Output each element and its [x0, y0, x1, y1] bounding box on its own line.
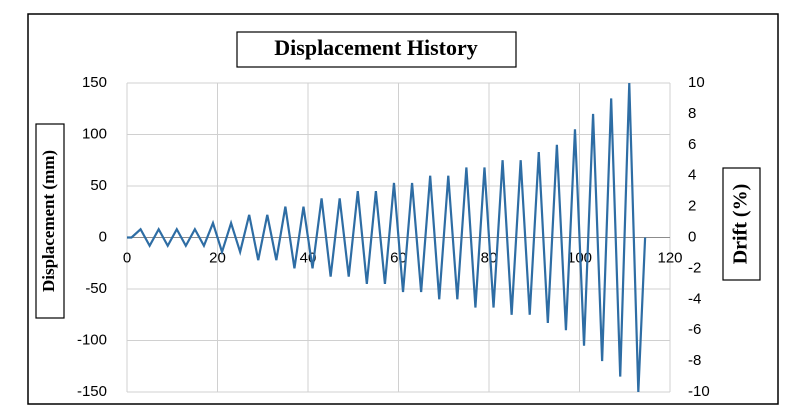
- x-tick-label: 120: [657, 249, 682, 266]
- y2-tick-label: -4: [688, 290, 701, 307]
- y2-tick-label: -2: [688, 259, 701, 276]
- chart-title: Displacement History: [274, 35, 477, 60]
- y2-tick-label: -8: [688, 352, 701, 369]
- y-tick-label: 150: [82, 74, 107, 91]
- y-label-box: [35, 123, 65, 319]
- y2-label-box: [722, 167, 761, 281]
- y-tick-label: 50: [90, 177, 107, 194]
- y2-tick-label: 8: [688, 105, 696, 122]
- frame: [27, 13, 779, 405]
- y2-tick-label: 0: [688, 228, 696, 245]
- x-tick-label: 80: [481, 249, 498, 266]
- y-tick-label: 100: [82, 125, 107, 142]
- x-tick-label: 0: [123, 249, 131, 266]
- title-box: [236, 31, 517, 68]
- y-tick-label: -100: [77, 331, 107, 348]
- y-tick-label: -150: [77, 383, 107, 400]
- data-line: [127, 82, 647, 393]
- y2-tick-label: 2: [688, 198, 696, 215]
- y2-tick-label: -6: [688, 321, 701, 338]
- y-tick-label: -50: [85, 280, 107, 297]
- y2-tick-label: 10: [688, 74, 705, 91]
- y2-tick-label: 6: [688, 136, 696, 153]
- y2-tick-label: 4: [688, 167, 696, 184]
- x-tick-label: 20: [209, 249, 226, 266]
- y-axis-title: Displacement (mm): [39, 150, 58, 292]
- y-tick-label: 0: [99, 228, 107, 245]
- x-tick-label: 60: [390, 249, 407, 266]
- y2-tick-label: -10: [688, 383, 710, 400]
- y2-axis-title: Drift (%): [730, 184, 752, 265]
